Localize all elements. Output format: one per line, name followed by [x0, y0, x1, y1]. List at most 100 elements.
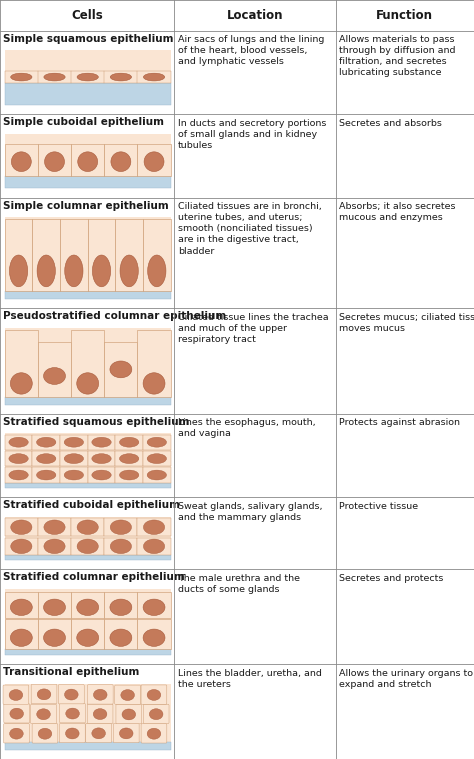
Bar — [5, 589, 171, 655]
Text: Sweat glands, salivary glands,
and the mammary glands: Sweat glands, salivary glands, and the m… — [178, 502, 323, 522]
Bar — [32, 435, 60, 450]
Bar — [5, 134, 171, 188]
Bar — [5, 592, 38, 618]
Bar — [137, 592, 171, 618]
FancyBboxPatch shape — [31, 704, 56, 723]
Text: Protective tissue: Protective tissue — [339, 502, 419, 511]
Ellipse shape — [44, 539, 65, 553]
Text: Ciliated tissues are in bronchi,
uterine tubes, and uterus;
smooth (nonciliated : Ciliated tissues are in bronchi, uterine… — [178, 202, 322, 256]
Bar — [5, 50, 171, 105]
Text: Simple columnar epithelium: Simple columnar epithelium — [3, 200, 169, 210]
Ellipse shape — [148, 255, 166, 287]
Bar — [137, 619, 171, 648]
Text: Absorbs; it also secretes
mucous and enzymes: Absorbs; it also secretes mucous and enz… — [339, 202, 456, 222]
Ellipse shape — [92, 255, 110, 287]
Ellipse shape — [65, 255, 83, 287]
Bar — [115, 468, 143, 483]
Ellipse shape — [143, 599, 165, 616]
Text: The male urethra and the
ducts of some glands: The male urethra and the ducts of some g… — [178, 574, 300, 594]
Ellipse shape — [144, 520, 164, 534]
Bar — [5, 435, 32, 450]
Bar — [143, 451, 171, 466]
Ellipse shape — [110, 73, 131, 81]
Bar — [143, 435, 171, 450]
Bar — [115, 435, 143, 450]
Ellipse shape — [119, 728, 133, 739]
Ellipse shape — [77, 373, 99, 394]
Ellipse shape — [120, 255, 138, 287]
Ellipse shape — [10, 599, 32, 616]
Ellipse shape — [92, 728, 105, 739]
Text: Pseudostratified columnar epithelium: Pseudostratified columnar epithelium — [3, 311, 226, 322]
Ellipse shape — [92, 437, 111, 447]
FancyBboxPatch shape — [113, 723, 139, 743]
Ellipse shape — [77, 73, 98, 81]
Bar — [5, 483, 171, 488]
Bar — [5, 176, 171, 188]
Text: Protects against abrasion: Protects against abrasion — [339, 418, 460, 427]
Bar — [5, 468, 32, 483]
Bar — [104, 537, 137, 555]
Bar — [71, 619, 104, 648]
Bar — [137, 143, 171, 176]
Ellipse shape — [38, 729, 52, 739]
Ellipse shape — [77, 520, 98, 534]
Bar — [143, 219, 171, 291]
Text: Transitional epithelium: Transitional epithelium — [3, 667, 139, 677]
Ellipse shape — [36, 470, 56, 480]
Ellipse shape — [143, 373, 165, 394]
Bar — [38, 619, 71, 648]
Ellipse shape — [93, 709, 107, 720]
Bar — [5, 329, 38, 397]
Ellipse shape — [147, 470, 166, 480]
Text: Lines the esophagus, mouth,
and vagina: Lines the esophagus, mouth, and vagina — [178, 418, 316, 438]
Bar — [137, 329, 171, 397]
Ellipse shape — [110, 599, 132, 616]
Ellipse shape — [9, 255, 27, 287]
Bar — [32, 468, 60, 483]
Ellipse shape — [37, 255, 55, 287]
FancyBboxPatch shape — [86, 723, 111, 742]
Bar — [5, 217, 171, 299]
Bar — [38, 143, 71, 176]
Ellipse shape — [36, 709, 50, 720]
Ellipse shape — [10, 629, 32, 647]
Text: Stratified cuboidal epithelium: Stratified cuboidal epithelium — [3, 500, 180, 510]
Ellipse shape — [44, 73, 65, 81]
Bar — [88, 219, 115, 291]
Ellipse shape — [144, 73, 164, 81]
Bar — [5, 291, 171, 299]
Bar — [5, 219, 32, 291]
Bar — [5, 742, 171, 750]
Bar — [71, 537, 104, 555]
FancyBboxPatch shape — [115, 685, 140, 704]
Bar — [5, 518, 38, 536]
Bar — [60, 219, 88, 291]
Ellipse shape — [44, 367, 65, 384]
Text: Allows the urinary organs to
expand and stretch: Allows the urinary organs to expand and … — [339, 669, 474, 689]
Bar — [71, 592, 104, 618]
Ellipse shape — [122, 709, 136, 720]
Ellipse shape — [9, 470, 28, 480]
Ellipse shape — [64, 437, 83, 447]
Bar — [5, 648, 171, 655]
Text: Ciliated tissue lines the trachea
and much of the upper
respiratory tract: Ciliated tissue lines the trachea and mu… — [178, 313, 329, 344]
Bar — [71, 329, 104, 397]
Bar — [5, 328, 171, 405]
FancyBboxPatch shape — [32, 724, 58, 743]
Ellipse shape — [110, 520, 131, 534]
Bar — [115, 451, 143, 466]
Bar — [38, 537, 71, 555]
Ellipse shape — [11, 520, 32, 534]
Bar — [137, 537, 171, 555]
Ellipse shape — [147, 454, 166, 464]
Bar — [5, 684, 171, 750]
Ellipse shape — [93, 689, 107, 701]
FancyBboxPatch shape — [3, 723, 29, 743]
Ellipse shape — [144, 152, 164, 172]
Ellipse shape — [10, 708, 24, 719]
Ellipse shape — [9, 690, 23, 701]
Bar — [60, 435, 88, 450]
Ellipse shape — [9, 437, 28, 447]
Ellipse shape — [44, 599, 65, 616]
